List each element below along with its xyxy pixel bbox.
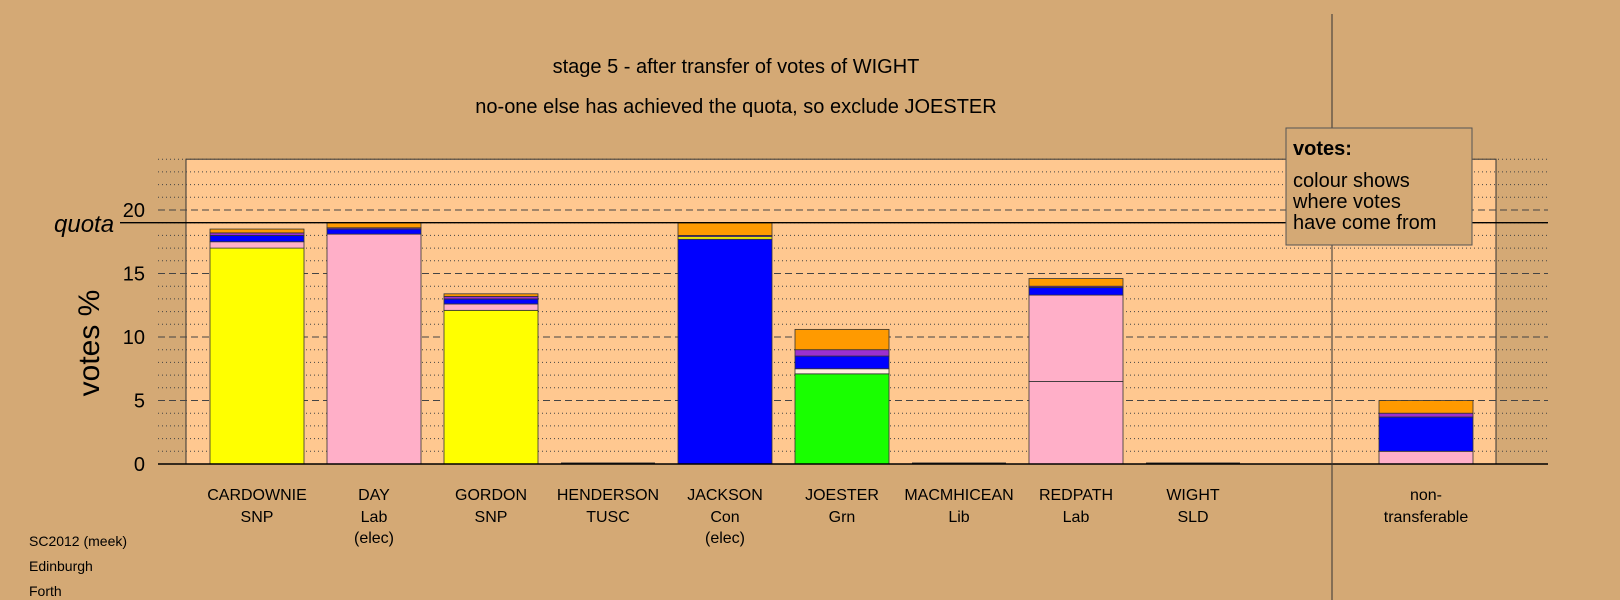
bar-redpath [1028, 278, 1124, 465]
candidate-party-henderson: TUSC [586, 509, 630, 526]
candidate-status-day: (elec) [354, 530, 394, 547]
candidate-name-redpath: REDPATH [1039, 487, 1113, 504]
candidate-name-joester: JOESTER [805, 487, 879, 504]
nontransferable-label-1: non- [1410, 487, 1442, 504]
y-tick-label-20: 20 [123, 200, 145, 222]
bar-day-segment-0 [326, 233, 422, 465]
candidate-party-jackson: Con [710, 509, 739, 526]
candidate-name-cardownie: CARDOWNIE [207, 487, 307, 504]
quota-label: quota [54, 211, 114, 238]
bar-cardownie-segment-4 [209, 228, 305, 234]
bar-redpath-segment-1 [1028, 294, 1124, 382]
candidate-party-gordon: SNP [475, 509, 508, 526]
bar-nontransferable [1378, 400, 1474, 465]
bar-nontransferable-segment-1 [1378, 416, 1474, 452]
legend-line-3: have come from [1293, 212, 1436, 234]
bar-gordon-segment-2 [443, 298, 539, 305]
legend: votes: colour shows where votes have com… [1285, 127, 1473, 246]
bars-group [209, 222, 1474, 465]
bar-nontransferable-segment-2 [1378, 412, 1474, 418]
candidate-name-henderson: HENDERSON [557, 487, 659, 504]
bar-joester-segment-1 [794, 368, 890, 375]
bar-gordon-segment-0 [443, 309, 539, 465]
bar-day-segment-1 [326, 228, 422, 235]
bar-joester [794, 328, 890, 465]
y-tick-label-10: 10 [123, 327, 145, 349]
candidate-party-day: Lab [361, 509, 388, 526]
candidate-party-redpath: Lab [1063, 509, 1090, 526]
bar-jackson [677, 222, 773, 465]
bar-gordon-segment-1 [443, 303, 539, 311]
bar-joester-segment-0 [794, 373, 890, 465]
candidate-name-day: DAY [358, 487, 390, 504]
bar-gordon-segment-4 [443, 293, 539, 297]
candidate-party-wight: SLD [1177, 509, 1208, 526]
bar-cardownie-segment-0 [209, 247, 305, 465]
chart-subtitle: no-one else has achieved the quota, so e… [475, 96, 996, 118]
candidate-name-gordon: GORDON [455, 487, 527, 504]
chart-title: stage 5 - after transfer of votes of WIG… [553, 56, 920, 78]
bar-joester-segment-3 [794, 349, 890, 357]
candidate-name-wight: WIGHT [1166, 487, 1220, 504]
legend-box [1285, 127, 1473, 246]
bar-redpath-segment-0 [1028, 381, 1124, 465]
candidate-labels: CARDOWNIE SNP DAY Lab (elec) GORDON SNP HENDERS… [207, 487, 1468, 547]
bar-jackson-segment-0 [677, 238, 773, 465]
bar-day-segment-3 [326, 222, 422, 229]
bar-joester-segment-4 [794, 328, 890, 351]
bar-cardownie [209, 228, 305, 465]
candidate-name-jackson: JACKSON [687, 487, 763, 504]
bar-nontransferable-segment-3 [1378, 400, 1474, 414]
bar-jackson-segment-3 [677, 222, 773, 236]
legend-line-2: where votes [1292, 191, 1401, 213]
footer-line-3: Forth [29, 583, 62, 599]
bar-cardownie-segment-1 [209, 241, 305, 249]
bar-gordon [443, 293, 539, 465]
legend-title: votes: [1293, 138, 1352, 160]
bar-redpath-segment-2 [1028, 287, 1124, 296]
legend-line-1: colour shows [1293, 170, 1410, 192]
bar-day [326, 222, 422, 465]
candidate-party-joester: Grn [829, 509, 856, 526]
y-tick-label-15: 15 [123, 264, 145, 286]
footer-line-2: Edinburgh [29, 558, 93, 574]
candidate-name-macmhicean: MACMHICEAN [904, 487, 1013, 504]
bar-joester-segment-2 [794, 355, 890, 370]
candidate-status-jackson: (elec) [705, 530, 745, 547]
y-tick-label-5: 5 [134, 391, 145, 413]
nontransferable-label-2: transferable [1384, 509, 1469, 526]
y-axis-label: votes % [73, 290, 106, 397]
bar-redpath-segment-4 [1028, 278, 1124, 287]
bar-cardownie-segment-2 [209, 234, 305, 243]
candidate-party-cardownie: SNP [241, 509, 274, 526]
y-tick-label-0: 0 [134, 454, 145, 476]
footer-line-1: SC2012 (meek) [29, 533, 127, 549]
candidate-party-macmhicean: Lib [948, 509, 969, 526]
bar-nontransferable-segment-0 [1378, 450, 1474, 465]
